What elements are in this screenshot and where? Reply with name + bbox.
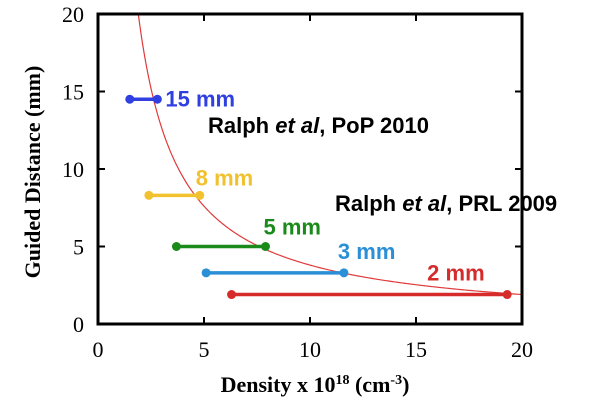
series-label: 15 mm	[165, 86, 235, 111]
series-point	[502, 290, 512, 300]
x-axis-title: Density x 1018 (cm-3)	[221, 372, 410, 397]
y-tick-label: 5	[73, 235, 84, 260]
y-axis-title: Guided Distance (mm)	[20, 66, 45, 279]
x-tick-label: 5	[199, 337, 210, 362]
annotation-pop-2010: Ralph et al, PoP 2010	[208, 113, 429, 138]
series-label: 5 mm	[263, 215, 320, 240]
y-tick-label: 10	[62, 157, 84, 182]
series-label: 3 mm	[338, 239, 395, 264]
series-point	[125, 94, 135, 104]
annotation-prl-2009: Ralph et al, PRL 2009	[335, 191, 557, 216]
y-tick-label: 15	[62, 80, 84, 105]
series-point	[339, 268, 349, 278]
series-point	[201, 268, 211, 278]
series-label: 8 mm	[196, 165, 253, 190]
series-point	[260, 242, 270, 251]
series-point	[227, 290, 237, 300]
x-tick-label: 10	[299, 337, 321, 362]
series-label: 2 mm	[427, 261, 484, 286]
x-tick-label: 15	[405, 337, 427, 362]
y-tick-label: 20	[62, 2, 84, 27]
series-point	[195, 190, 205, 200]
x-tick-label: 20	[511, 337, 533, 362]
series-point	[152, 94, 162, 104]
y-tick-label: 0	[73, 312, 84, 337]
series-point	[171, 242, 181, 251]
series-point	[144, 190, 154, 200]
x-tick-label: 0	[93, 337, 104, 362]
fit-curve	[137, 14, 522, 296]
